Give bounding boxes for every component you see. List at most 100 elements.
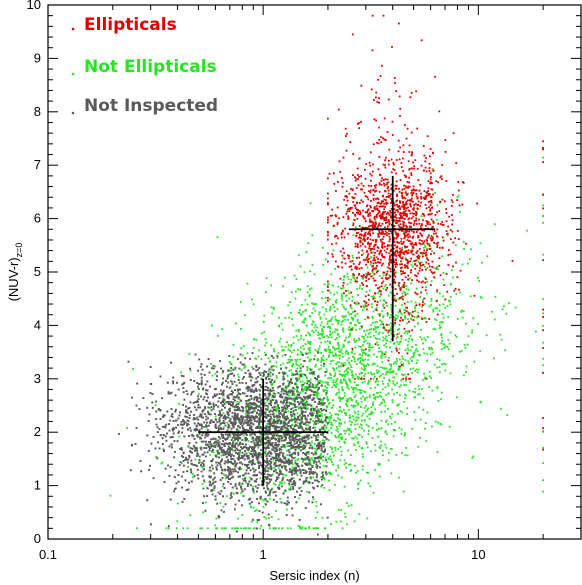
scatter-point-ellipticals bbox=[395, 184, 398, 187]
scatter-point-not-ellipticals bbox=[364, 397, 367, 399]
scatter-point-ellipticals bbox=[428, 162, 431, 165]
scatter-point-not-ellipticals bbox=[330, 448, 333, 451]
scatter-point-not-ellipticals bbox=[317, 435, 320, 438]
scatter-point-not-ellipticals bbox=[383, 367, 386, 369]
scatter-point-not-ellipticals bbox=[542, 222, 544, 224]
scatter-point-not-ellipticals bbox=[320, 352, 322, 354]
scatter-point-ellipticals bbox=[366, 259, 369, 261]
scatter-point-not-ellipticals bbox=[308, 526, 311, 528]
scatter-point-not-ellipticals bbox=[154, 404, 157, 407]
scatter-point-ellipticals bbox=[418, 218, 420, 221]
scatter-point-ellipticals bbox=[431, 260, 434, 263]
scatter-point-ellipticals bbox=[456, 199, 459, 201]
scatter-point-not-ellipticals bbox=[339, 520, 342, 523]
scatter-point-not-ellipticals bbox=[307, 385, 309, 388]
scatter-point-not-ellipticals bbox=[378, 475, 381, 478]
scatter-point-not-ellipticals bbox=[390, 423, 393, 425]
scatter-point-ellipticals bbox=[341, 266, 344, 269]
scatter-point-ellipticals bbox=[427, 187, 430, 190]
scatter-point-not-ellipticals bbox=[339, 379, 342, 381]
scatter-point-not-ellipticals bbox=[338, 370, 341, 373]
scatter-point-not-ellipticals bbox=[295, 434, 298, 436]
scatter-point-not-ellipticals bbox=[352, 256, 354, 259]
scatter-point-not-ellipticals bbox=[451, 269, 453, 272]
scatter-point-not-ellipticals bbox=[419, 418, 422, 421]
scatter-point-ellipticals bbox=[426, 135, 429, 138]
scatter-point-ellipticals bbox=[427, 262, 430, 265]
scatter-point-not-ellipticals bbox=[372, 491, 375, 494]
scatter-point-not-ellipticals bbox=[281, 328, 284, 331]
scatter-point-not-ellipticals bbox=[382, 305, 384, 307]
scatter-point-not-ellipticals bbox=[375, 306, 378, 309]
scatter-point-not-ellipticals bbox=[348, 428, 351, 430]
scatter-point-ellipticals bbox=[413, 165, 416, 168]
scatter-point-ellipticals bbox=[357, 212, 360, 215]
scatter-point-not-ellipticals bbox=[301, 526, 304, 529]
scatter-point-ellipticals bbox=[396, 292, 398, 295]
scatter-point-not-ellipticals bbox=[348, 340, 351, 343]
scatter-point-not-ellipticals bbox=[237, 517, 239, 520]
scatter-point-not-ellipticals bbox=[273, 412, 275, 415]
scatter-point-ellipticals bbox=[390, 193, 392, 196]
scatter-point-not-ellipticals bbox=[279, 337, 282, 340]
scatter-point-not-ellipticals bbox=[356, 320, 359, 323]
scatter-point-not-ellipticals bbox=[313, 373, 316, 376]
scatter-point-not-ellipticals bbox=[438, 324, 441, 327]
scatter-point-not-ellipticals bbox=[385, 345, 388, 348]
scatter-point-not-ellipticals bbox=[344, 414, 347, 416]
scatter-point-ellipticals bbox=[398, 282, 401, 284]
scatter-point-ellipticals bbox=[427, 213, 430, 216]
scatter-point-not-ellipticals bbox=[362, 368, 365, 371]
scatter-point-ellipticals bbox=[388, 233, 390, 235]
scatter-point-ellipticals bbox=[362, 284, 365, 286]
scatter-point-not-ellipticals bbox=[279, 364, 282, 366]
scatter-point-not-ellipticals bbox=[461, 309, 463, 312]
scatter-point-not-ellipticals bbox=[278, 484, 280, 487]
scatter-point-not-ellipticals bbox=[292, 412, 295, 414]
scatter-point-not-ellipticals bbox=[406, 332, 409, 335]
scatter-point-ellipticals bbox=[396, 250, 398, 252]
scatter-point-not-ellipticals bbox=[349, 368, 352, 371]
scatter-point-not-ellipticals bbox=[378, 296, 381, 298]
scatter-point-not-ellipticals bbox=[288, 370, 291, 372]
scatter-point-not-ellipticals bbox=[340, 450, 343, 453]
scatter-point-ellipticals bbox=[419, 262, 421, 264]
scatter-point-not-ellipticals bbox=[286, 341, 288, 343]
scatter-point-not-ellipticals bbox=[389, 340, 392, 343]
scatter-point-not-ellipticals bbox=[347, 357, 350, 360]
scatter-point-ellipticals bbox=[433, 252, 436, 255]
scatter-point-not-ellipticals bbox=[365, 291, 368, 293]
scatter-point-ellipticals bbox=[346, 199, 349, 202]
scatter-point-not-ellipticals bbox=[382, 325, 385, 328]
scatter-point-not-ellipticals bbox=[390, 322, 392, 325]
scatter-point-ellipticals bbox=[327, 218, 329, 221]
scatter-point-ellipticals bbox=[390, 202, 392, 204]
scatter-point-not-ellipticals bbox=[391, 401, 394, 404]
scatter-point-ellipticals bbox=[387, 196, 390, 198]
scatter-point-not-ellipticals bbox=[338, 423, 341, 425]
scatter-point-ellipticals bbox=[414, 259, 417, 262]
scatter-point-ellipticals bbox=[356, 202, 358, 205]
scatter-point-ellipticals bbox=[411, 236, 414, 239]
scatter-point-ellipticals bbox=[396, 195, 398, 198]
scatter-point-not-ellipticals bbox=[403, 332, 406, 334]
scatter-point-not-ellipticals bbox=[298, 497, 300, 500]
scatter-point-ellipticals bbox=[430, 201, 433, 204]
scatter-point-ellipticals bbox=[339, 170, 342, 173]
scatter-point-not-ellipticals bbox=[338, 335, 341, 338]
scatter-point-not-ellipticals bbox=[406, 413, 408, 415]
scatter-point-ellipticals bbox=[428, 243, 431, 246]
scatter-point-not-ellipticals bbox=[296, 367, 299, 370]
scatter-point-ellipticals bbox=[383, 219, 386, 221]
scatter-point-not-ellipticals bbox=[299, 346, 302, 349]
scatter-point-ellipticals bbox=[383, 326, 385, 329]
scatter-point-ellipticals bbox=[411, 311, 414, 313]
scatter-point-ellipticals bbox=[387, 266, 390, 269]
scatter-point-not-ellipticals bbox=[279, 481, 282, 483]
scatter-point-ellipticals bbox=[354, 204, 356, 207]
scatter-point-not-ellipticals bbox=[361, 424, 363, 427]
scatter-point-not-ellipticals bbox=[456, 318, 459, 320]
scatter-point-not-ellipticals bbox=[250, 520, 253, 523]
scatter-point-ellipticals bbox=[400, 273, 403, 275]
scatter-point-ellipticals bbox=[424, 252, 426, 255]
